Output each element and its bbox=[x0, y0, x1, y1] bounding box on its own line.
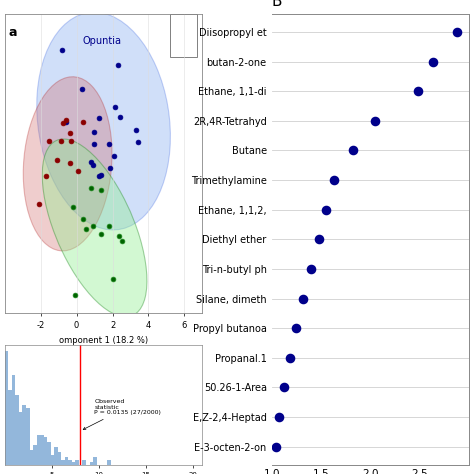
Point bbox=[67, 159, 74, 166]
Point bbox=[116, 113, 124, 120]
Point bbox=[429, 58, 437, 65]
Point bbox=[79, 215, 87, 223]
Bar bbox=[82, 460, 86, 465]
Bar bbox=[12, 375, 16, 465]
Point bbox=[69, 203, 77, 210]
Ellipse shape bbox=[42, 139, 147, 317]
Point bbox=[133, 126, 140, 134]
Point bbox=[54, 156, 61, 164]
Point bbox=[90, 222, 97, 229]
Point bbox=[330, 176, 337, 184]
Bar bbox=[51, 455, 54, 465]
Point bbox=[107, 164, 114, 172]
Point bbox=[43, 173, 50, 180]
Point bbox=[97, 172, 104, 179]
Bar bbox=[54, 447, 58, 465]
Bar bbox=[26, 408, 29, 465]
Point bbox=[79, 118, 87, 126]
Text: Observed
statistic
P = 0.0135 (27/2000): Observed statistic P = 0.0135 (27/2000) bbox=[83, 399, 161, 429]
Point bbox=[97, 186, 105, 194]
Bar bbox=[170, 14, 197, 57]
Point bbox=[67, 137, 74, 145]
Bar bbox=[65, 457, 68, 465]
Point bbox=[88, 184, 95, 191]
Text: a: a bbox=[9, 26, 17, 38]
Point bbox=[88, 158, 95, 165]
Point bbox=[78, 86, 85, 93]
Text: B: B bbox=[272, 0, 282, 9]
Point bbox=[95, 115, 102, 122]
Point bbox=[62, 116, 70, 124]
Bar bbox=[58, 452, 61, 465]
Bar bbox=[16, 395, 19, 465]
Bar bbox=[36, 435, 40, 465]
Bar bbox=[22, 405, 26, 465]
Point bbox=[114, 61, 121, 68]
Point bbox=[372, 117, 379, 125]
Bar bbox=[72, 462, 75, 465]
Point bbox=[454, 28, 461, 36]
Text: Opuntia: Opuntia bbox=[82, 36, 121, 46]
Point bbox=[90, 162, 97, 169]
Ellipse shape bbox=[23, 77, 112, 251]
Point bbox=[276, 413, 283, 421]
Point bbox=[109, 275, 117, 283]
Bar bbox=[61, 460, 65, 465]
Point bbox=[60, 119, 67, 127]
Bar bbox=[33, 445, 36, 465]
Point bbox=[97, 230, 105, 237]
Bar bbox=[5, 351, 9, 465]
Bar bbox=[75, 460, 79, 465]
Bar bbox=[44, 437, 47, 465]
Point bbox=[281, 384, 288, 392]
Point bbox=[58, 46, 66, 54]
Ellipse shape bbox=[37, 12, 170, 230]
Point bbox=[82, 225, 90, 233]
Point bbox=[105, 140, 113, 148]
Point bbox=[272, 443, 279, 450]
Point bbox=[349, 147, 356, 155]
Point bbox=[45, 137, 52, 145]
Bar bbox=[9, 390, 12, 465]
Point bbox=[307, 265, 315, 273]
Point bbox=[90, 128, 97, 136]
Point bbox=[292, 325, 300, 332]
Point bbox=[315, 236, 323, 243]
Point bbox=[115, 232, 123, 239]
Point bbox=[74, 167, 82, 175]
Bar bbox=[29, 450, 33, 465]
Point bbox=[36, 200, 43, 208]
Point bbox=[57, 137, 65, 145]
Bar bbox=[93, 457, 97, 465]
Point bbox=[105, 222, 113, 229]
Point bbox=[95, 172, 102, 180]
Point bbox=[110, 152, 118, 160]
Bar bbox=[90, 462, 93, 465]
Bar bbox=[47, 442, 51, 465]
Bar bbox=[19, 412, 22, 465]
Point bbox=[66, 129, 74, 137]
Point bbox=[63, 118, 70, 126]
Point bbox=[134, 138, 141, 146]
X-axis label: omponent 1 (18.2 %): omponent 1 (18.2 %) bbox=[59, 336, 148, 345]
Point bbox=[90, 140, 97, 148]
Point bbox=[300, 295, 307, 302]
Bar bbox=[107, 460, 111, 465]
Point bbox=[414, 88, 422, 95]
Point bbox=[111, 103, 119, 110]
Bar bbox=[68, 460, 72, 465]
Point bbox=[322, 206, 330, 213]
Point bbox=[118, 237, 126, 245]
Point bbox=[287, 354, 294, 362]
Bar bbox=[40, 435, 44, 465]
Point bbox=[71, 292, 79, 299]
